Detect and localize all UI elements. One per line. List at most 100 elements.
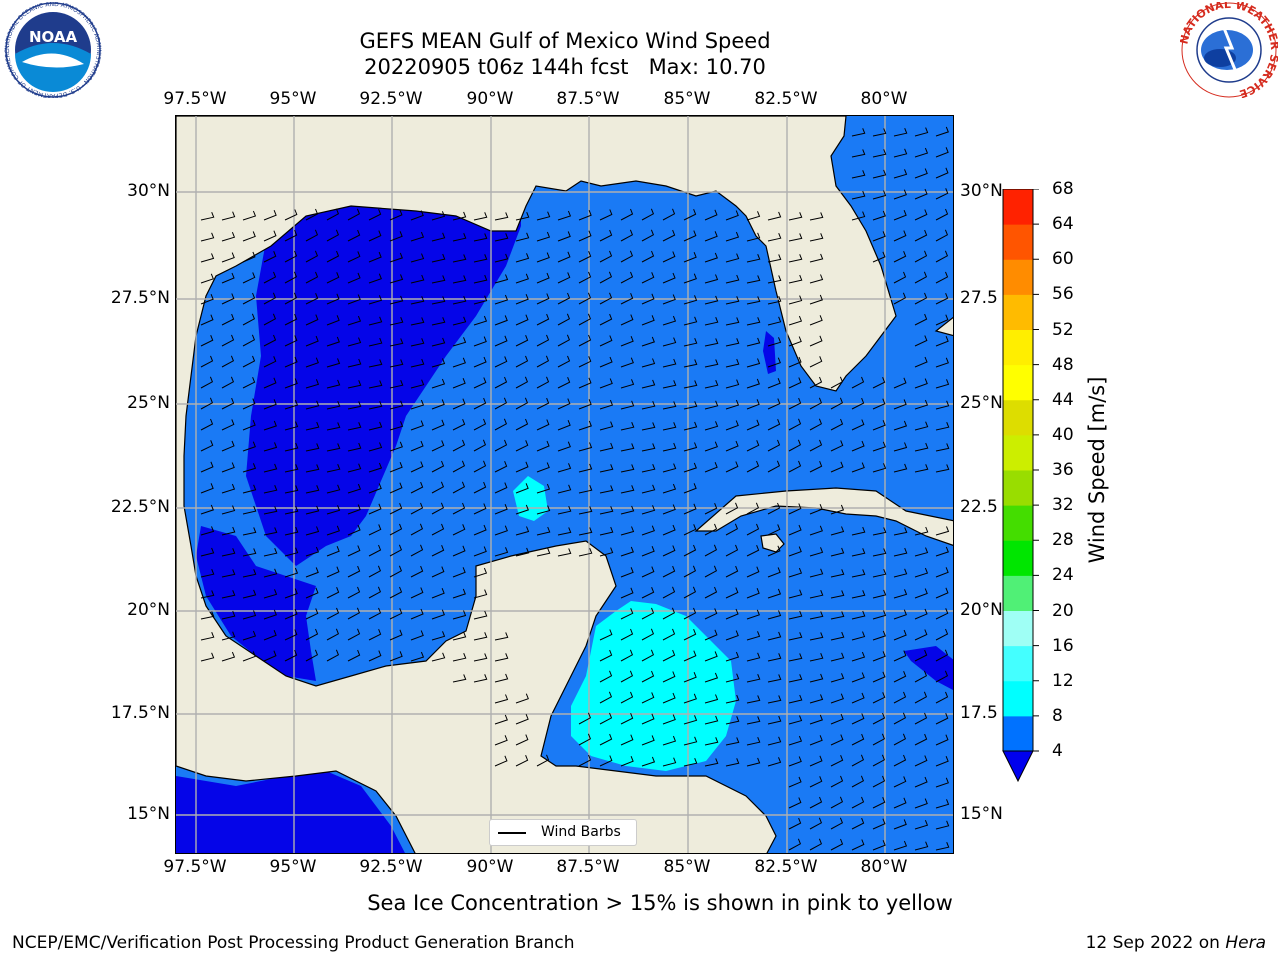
wind-barb (410, 440, 424, 452)
wind-barb (683, 565, 697, 578)
wind-barb (599, 313, 613, 326)
wind-barb (851, 692, 865, 704)
wind-barb (662, 714, 676, 725)
wind-barb (347, 463, 362, 473)
wind-barb (515, 253, 530, 263)
wind-barb (809, 817, 823, 830)
wind-barb (767, 211, 782, 221)
wind-barb (326, 379, 341, 389)
wind-barb (221, 313, 235, 326)
wind-barb (704, 400, 719, 410)
lat-tick-left: 25°N (127, 393, 170, 413)
wind-barb (935, 546, 949, 557)
wind-barb (893, 189, 907, 200)
wind-barb (347, 358, 362, 368)
wind-barb (515, 232, 530, 242)
wind-barb (683, 442, 698, 452)
wind-barb (641, 587, 655, 599)
wind-barb (851, 610, 866, 620)
lon-tick-top: 80°W (860, 89, 908, 109)
wind-barb (242, 589, 257, 599)
wind-barb (851, 170, 866, 179)
wind-barb (473, 336, 487, 347)
wind-barb (452, 502, 466, 515)
wind-barb (242, 398, 256, 410)
wind-barb (242, 527, 257, 536)
wind-barb (536, 334, 550, 347)
wind-barb (515, 376, 529, 389)
wind-barb (599, 733, 613, 746)
wind-barb (494, 714, 508, 725)
wind-barb (557, 334, 571, 347)
wind-barb (851, 733, 865, 746)
wind-barb (830, 631, 845, 641)
wind-barb (872, 775, 886, 788)
wind-barb (221, 355, 235, 368)
wind-barb (809, 755, 823, 767)
colorbar-segment (1003, 505, 1033, 541)
wind-barb (662, 565, 676, 578)
wind-barb (494, 335, 508, 347)
wind-barb (536, 419, 550, 431)
wind-barb (368, 209, 382, 221)
wind-barb (494, 274, 509, 284)
colorbar-segment (1003, 259, 1033, 295)
wind-barb (431, 502, 445, 515)
colorbar-tick: 40 (1052, 424, 1074, 445)
wind-barb (536, 376, 550, 389)
lon-tick-bottom: 92.5°W (359, 857, 423, 877)
wind-barb (200, 355, 214, 368)
wind-barb (305, 335, 319, 347)
wind-barb (788, 524, 802, 536)
wind-barb (515, 294, 529, 305)
wind-barb (830, 569, 845, 578)
wind-barb (410, 608, 424, 620)
wind-barb (935, 756, 949, 767)
wind-barb (767, 757, 782, 767)
wind-barb (914, 547, 929, 557)
wind-barb (872, 589, 887, 599)
wind-barb (809, 315, 823, 326)
wind-barb (788, 439, 802, 452)
wind-barb (473, 481, 487, 494)
wind-barb (662, 337, 677, 347)
wind-barb (725, 379, 740, 389)
wind-barb (935, 820, 950, 830)
wind-barb (431, 460, 445, 473)
wind-barb (725, 296, 740, 305)
wind-barb (830, 652, 845, 662)
wind-barb (557, 441, 571, 452)
wind-barb (305, 293, 319, 305)
wind-barb (683, 503, 697, 515)
wind-barb (410, 565, 424, 578)
wind-barb (851, 128, 866, 137)
wind-barb (935, 357, 949, 368)
wind-barb (515, 461, 529, 473)
wind-barb (536, 211, 551, 221)
wind-barb (578, 733, 592, 746)
wind-barb (935, 167, 949, 179)
wind-barb (410, 544, 424, 557)
lon-tick-top: 95°W (269, 89, 317, 109)
wind-barb (809, 632, 824, 641)
wind-barb (200, 652, 215, 662)
wind-barb (578, 251, 592, 263)
wind-barb (662, 586, 676, 599)
colorbar-tick: 16 (1052, 635, 1074, 656)
wind-barb (620, 271, 634, 284)
wind-barb (599, 464, 614, 473)
wind-barb (578, 506, 593, 515)
wind-barb (683, 380, 698, 389)
wind-barb (851, 419, 865, 431)
wind-barb (725, 210, 739, 221)
wind-barb (830, 796, 844, 809)
wind-barb (536, 355, 550, 368)
wind-barb (914, 526, 929, 536)
wind-barb (767, 275, 782, 284)
wind-barb (914, 820, 929, 830)
wind-barb (389, 565, 403, 578)
wind-barb (767, 631, 782, 641)
wind-barb (683, 359, 698, 368)
wind-barb (494, 755, 508, 767)
wind-barb (347, 545, 361, 557)
